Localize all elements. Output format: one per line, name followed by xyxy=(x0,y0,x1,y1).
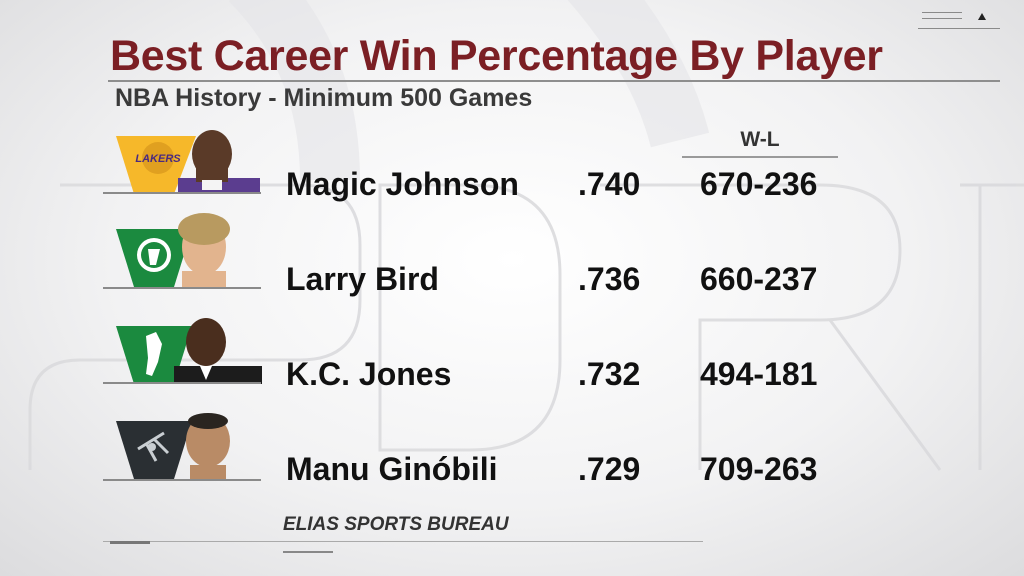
row-divider xyxy=(103,192,261,194)
win-loss-record: 660-237 xyxy=(700,261,818,297)
row-divider xyxy=(103,479,261,481)
source-underline xyxy=(283,551,333,553)
lakers-logo-icon: LAKERS xyxy=(116,130,260,194)
spurs-logo-icon xyxy=(116,413,230,479)
win-loss-record: 709-263 xyxy=(700,451,818,487)
player-card-kc-jones xyxy=(116,314,266,384)
win-loss-record: 670-236 xyxy=(700,166,818,202)
win-percentage: .729 xyxy=(578,451,641,487)
wl-header-divider xyxy=(682,156,838,158)
celtics-logo-icon xyxy=(116,318,262,384)
chart-subtitle: NBA History - Minimum 500 Games xyxy=(115,84,533,112)
table-row: Larry Bird .736 660-237 xyxy=(0,213,1024,309)
win-percentage: .732 xyxy=(578,356,641,392)
row-divider xyxy=(103,382,261,384)
player-name: K.C. Jones xyxy=(286,356,452,392)
player-name: Magic Johnson xyxy=(286,166,519,202)
bottom-accent xyxy=(110,541,150,544)
celtics-logo-icon xyxy=(116,213,230,287)
player-name: Larry Bird xyxy=(286,261,439,297)
player-card-larry-bird xyxy=(116,211,266,287)
player-card-manu-ginobili xyxy=(116,409,266,479)
table-row: LAKERS Magic Johnson .740 670-236 xyxy=(0,124,1024,214)
top-decor-lines xyxy=(918,8,1000,32)
player-card-magic-johnson: LAKERS xyxy=(116,128,266,194)
bottom-divider xyxy=(103,541,703,542)
up-arrow-icon xyxy=(978,13,986,20)
win-percentage: .740 xyxy=(578,166,641,202)
chart-title: Best Career Win Percentage By Player xyxy=(110,32,883,80)
win-percentage: .736 xyxy=(578,261,641,297)
wl-column-header: W-L xyxy=(740,128,780,151)
row-divider xyxy=(103,287,261,289)
table-row: K.C. Jones .732 494-181 xyxy=(0,314,1024,404)
win-loss-record: 494-181 xyxy=(700,356,818,392)
svg-text:LAKERS: LAKERS xyxy=(135,153,181,165)
source-credit: ELIAS SPORTS BUREAU xyxy=(283,514,509,535)
player-name: Manu Ginóbili xyxy=(286,451,498,487)
title-divider xyxy=(108,80,1000,82)
table-row: Manu Ginóbili .729 709-263 xyxy=(0,409,1024,499)
